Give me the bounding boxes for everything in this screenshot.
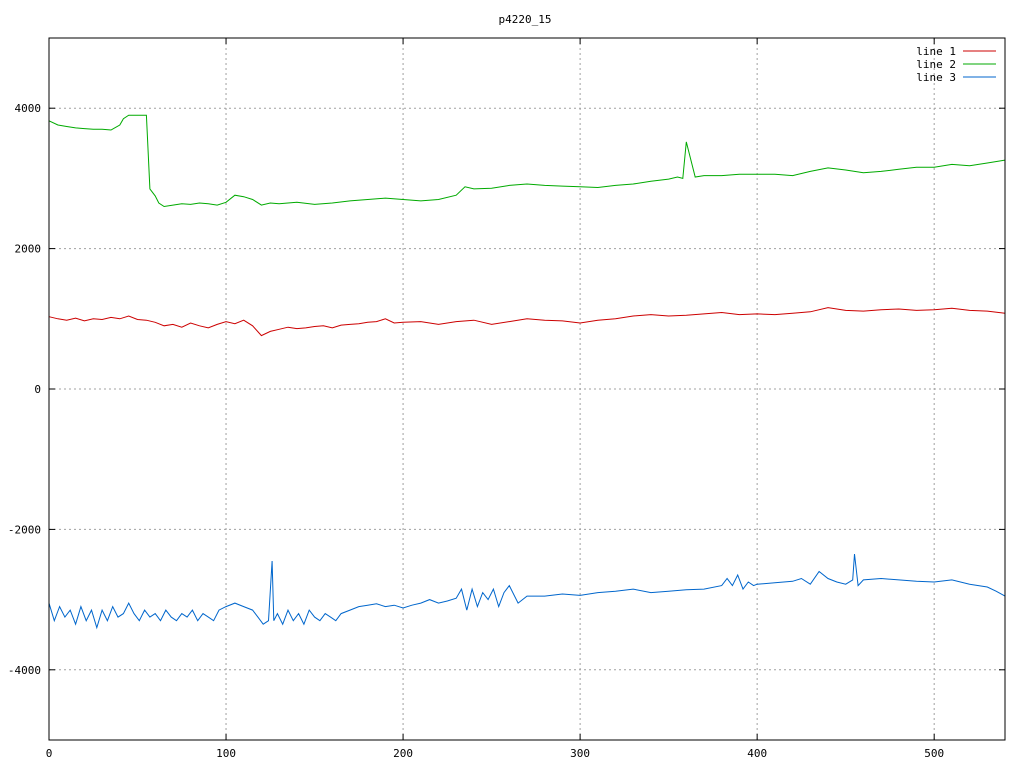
legend-label-1: line 1: [916, 45, 956, 58]
legend-label-3: line 3: [916, 71, 956, 84]
x-tick-label: 300: [570, 747, 590, 760]
x-tick-label: 100: [216, 747, 236, 760]
series-line-2: [48, 114, 1006, 208]
x-tick-label: 0: [46, 747, 53, 760]
series-line-1: [48, 307, 1006, 337]
y-tick-label: 0: [34, 383, 41, 396]
x-tick-label: 500: [924, 747, 944, 760]
y-tick-label: 2000: [15, 243, 42, 256]
x-tick-label: 400: [747, 747, 767, 760]
ticks: 0 100 200 300 400 500 -4000 -2000 0 2000 4000: [8, 38, 1005, 760]
y-tick-label: -4000: [8, 664, 41, 677]
grid: [49, 38, 1005, 740]
x-tick-label: 200: [393, 747, 413, 760]
y-tick-label: -2000: [8, 523, 41, 536]
chart-title: p4220_15: [499, 13, 552, 26]
legend-label-2: line 2: [916, 58, 956, 71]
y-tick-label: 4000: [15, 102, 42, 115]
series-layer: [48, 114, 1006, 630]
series-line-3: [48, 553, 1006, 630]
